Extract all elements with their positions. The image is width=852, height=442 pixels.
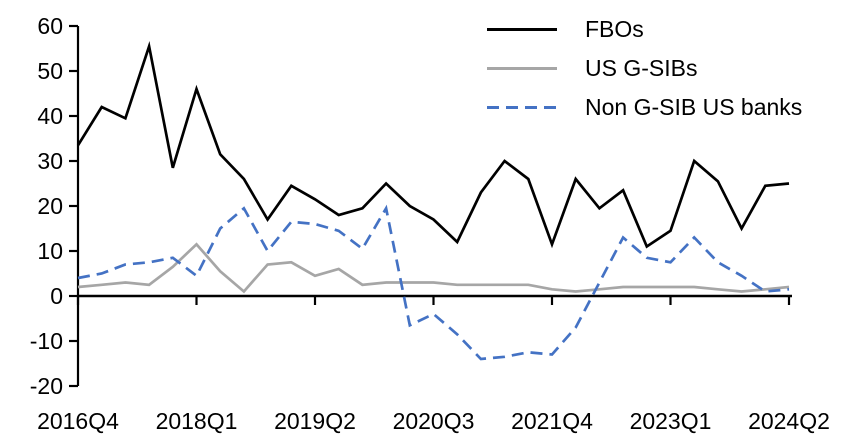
legend-line-us-gsibs bbox=[487, 67, 557, 70]
svg-text:30: 30 bbox=[37, 148, 63, 174]
svg-text:50: 50 bbox=[37, 58, 63, 84]
svg-text:-20: -20 bbox=[30, 373, 63, 399]
chart-legend: FBOs US G-SIBs Non G-SIB US banks bbox=[487, 10, 802, 127]
svg-text:-10: -10 bbox=[30, 328, 63, 354]
legend-item-fbos: FBOs bbox=[487, 10, 802, 49]
svg-text:60: 60 bbox=[37, 13, 63, 39]
svg-text:40: 40 bbox=[37, 103, 63, 129]
legend-item-non-gsib: Non G-SIB US banks bbox=[487, 88, 802, 127]
svg-text:2023Q1: 2023Q1 bbox=[630, 408, 712, 434]
legend-label-non-gsib: Non G-SIB US banks bbox=[585, 94, 803, 120]
svg-text:20: 20 bbox=[37, 193, 63, 219]
legend-label-fbos: FBOs bbox=[585, 16, 644, 42]
svg-text:2016Q4: 2016Q4 bbox=[37, 408, 119, 434]
svg-text:2018Q1: 2018Q1 bbox=[156, 408, 238, 434]
svg-text:2019Q2: 2019Q2 bbox=[274, 408, 356, 434]
svg-text:10: 10 bbox=[37, 238, 63, 264]
legend-item-us-gsibs: US G-SIBs bbox=[487, 49, 802, 88]
legend-line-non-gsib bbox=[487, 106, 557, 109]
svg-text:0: 0 bbox=[50, 283, 63, 309]
svg-text:2020Q3: 2020Q3 bbox=[393, 408, 475, 434]
legend-line-fbos bbox=[487, 28, 557, 31]
svg-text:2024Q2: 2024Q2 bbox=[748, 408, 830, 434]
svg-text:2021Q4: 2021Q4 bbox=[511, 408, 593, 434]
legend-label-us-gsibs: US G-SIBs bbox=[585, 55, 698, 81]
